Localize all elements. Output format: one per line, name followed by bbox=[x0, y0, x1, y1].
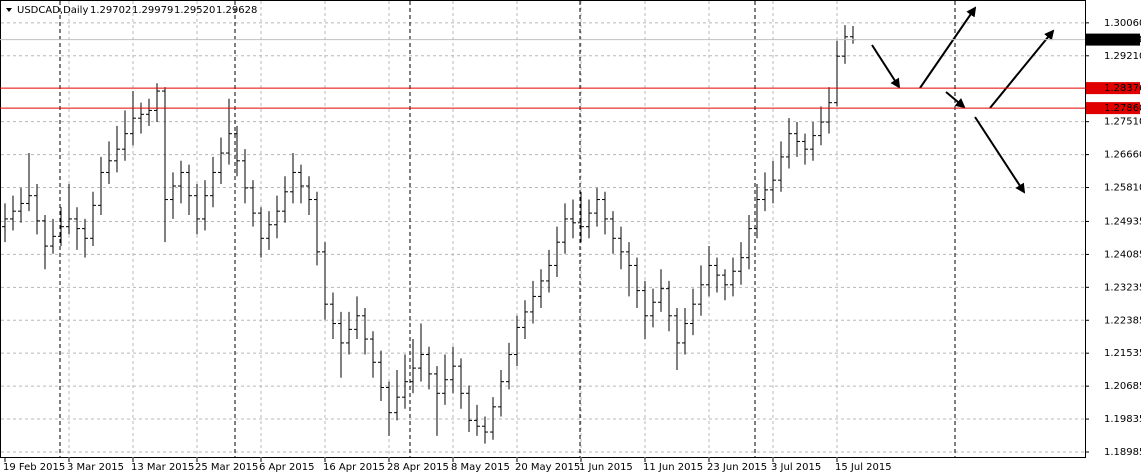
level-label: 1.27860 bbox=[1104, 103, 1141, 114]
y-tick-label: 1.23235 bbox=[1104, 282, 1141, 293]
x-tick-label: 25 Mar 2015 bbox=[195, 462, 258, 473]
y-tick-label: 1.20685 bbox=[1104, 381, 1141, 392]
header: USDCAD,Daily 1.29702 1.29979 1.29520 1.2… bbox=[6, 5, 257, 16]
y-tick-label: 1.26660 bbox=[1104, 150, 1141, 161]
y-tick-label: 1.19835 bbox=[1104, 414, 1141, 425]
x-tick-label: 13 Mar 2015 bbox=[131, 462, 194, 473]
y-tick-label: 1.24935 bbox=[1104, 216, 1141, 227]
x-tick-label: 15 Jul 2015 bbox=[835, 462, 892, 473]
plot-frame bbox=[0, 0, 1086, 458]
level-label-box bbox=[1086, 82, 1140, 95]
x-tick-label: 16 Apr 2015 bbox=[323, 462, 385, 473]
y-tick-label: 1.30060 bbox=[1104, 18, 1141, 29]
y-tick-label: 1.24085 bbox=[1104, 249, 1141, 260]
level-label-box bbox=[1086, 102, 1140, 115]
y-tick-label: 1.21535 bbox=[1104, 348, 1141, 359]
high-value: 1.29979 bbox=[132, 5, 173, 16]
current-price-box bbox=[1086, 33, 1140, 46]
price-bars bbox=[2, 25, 856, 444]
axes: 1.30060 1.29210 1.27510 1.26660 1.25810 1.249… bbox=[0, 18, 1141, 473]
level-label: 1.28376 bbox=[1104, 83, 1141, 94]
x-tick-label: 1 Jun 2015 bbox=[579, 462, 633, 473]
annotation-arrows bbox=[871, 6, 1055, 194]
y-tick-label: 1.29210 bbox=[1104, 51, 1141, 62]
y-tick-label: 1.27510 bbox=[1104, 117, 1141, 128]
symbol: USDCAD,Daily bbox=[17, 5, 88, 16]
x-tick-label: 23 Jun 2015 bbox=[707, 462, 767, 473]
x-tick-label: 19 Feb 2015 bbox=[3, 462, 65, 473]
close-value: 1.29628 bbox=[216, 5, 257, 16]
low-value: 1.29520 bbox=[174, 5, 215, 16]
x-tick-label: 28 Apr 2015 bbox=[387, 462, 449, 473]
y-tick-label: 1.22385 bbox=[1104, 315, 1141, 326]
x-tick-label: 11 Jun 2015 bbox=[643, 462, 703, 473]
header-icon bbox=[6, 8, 12, 12]
x-tick-label: 6 Apr 2015 bbox=[259, 462, 314, 473]
x-tick-label: 20 May 2015 bbox=[515, 462, 580, 473]
x-tick-label: 8 May 2015 bbox=[451, 462, 510, 473]
x-tick-label: 3 Jul 2015 bbox=[771, 462, 821, 473]
open-value: 1.29702 bbox=[90, 5, 131, 16]
y-tick-label: 1.18985 bbox=[1104, 447, 1141, 458]
x-tick-label: 3 Mar 2015 bbox=[67, 462, 124, 473]
y-tick-label: 1.25810 bbox=[1104, 183, 1141, 194]
current-price-label: 1.29628 bbox=[1104, 35, 1141, 46]
